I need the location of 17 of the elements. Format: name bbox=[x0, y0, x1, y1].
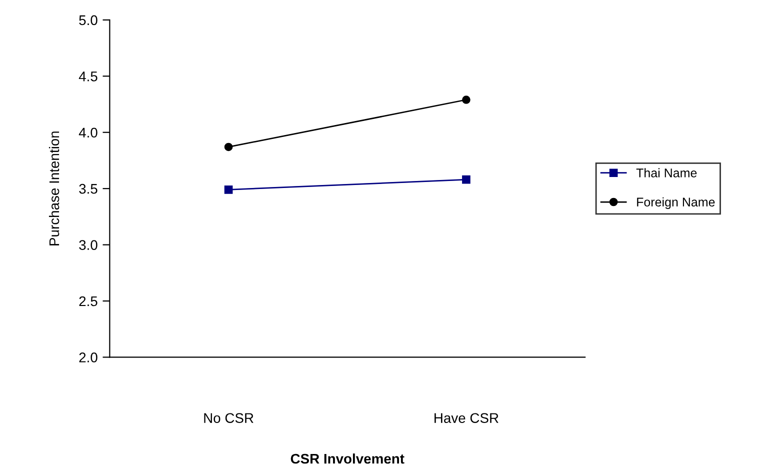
y-tick-label: 3.0 bbox=[79, 240, 98, 250]
y-tick-label: 2.0 bbox=[79, 352, 98, 362]
x-tick-label: Have CSR bbox=[434, 413, 498, 423]
point bbox=[224, 186, 233, 194]
point bbox=[462, 96, 470, 104]
y-tick-label: 4.0 bbox=[78, 128, 98, 138]
y-tick-label: 3.5 bbox=[79, 184, 98, 194]
y-tick-label: 5.0 bbox=[79, 15, 98, 26]
point bbox=[224, 142, 233, 152]
x-axis-title: CSR Involvement bbox=[290, 453, 404, 464]
point bbox=[462, 175, 470, 184]
y-axis-title: Purchase Intention bbox=[48, 132, 60, 246]
legend-label: Thai Name bbox=[636, 168, 697, 178]
legend-label: Foreign Name bbox=[637, 197, 715, 209]
x-tick-label: No CSR bbox=[204, 413, 254, 423]
y-tick-label: 4.5 bbox=[78, 72, 98, 82]
y-tick-label: 2.5 bbox=[79, 296, 98, 306]
